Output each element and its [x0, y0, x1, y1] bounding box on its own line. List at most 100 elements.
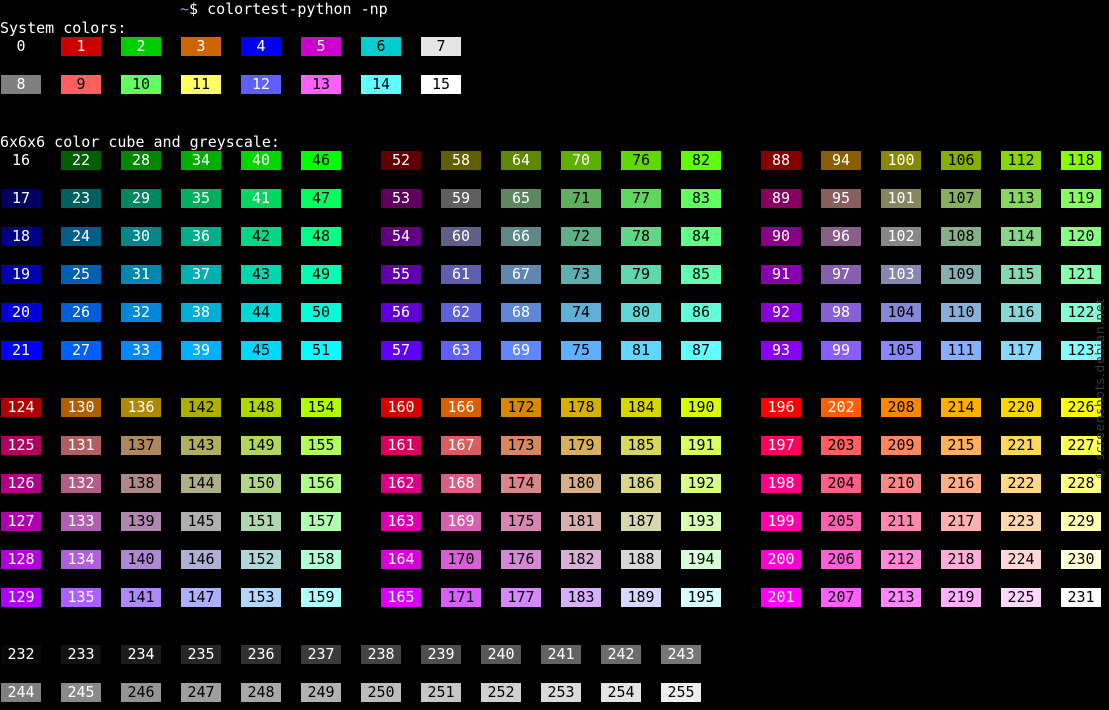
color-swatch-115: 115	[1001, 265, 1041, 284]
color-swatch-217: 217	[941, 512, 981, 531]
color-swatch-67: 67	[501, 265, 541, 284]
color-swatch-242: 242	[601, 645, 641, 664]
color-swatch-235: 235	[181, 645, 221, 664]
color-swatch-168: 168	[441, 474, 481, 493]
color-swatch-196: 196	[761, 398, 801, 417]
color-swatch-176: 176	[501, 550, 541, 569]
color-swatch-219: 219	[941, 588, 981, 607]
color-swatch-152: 152	[241, 550, 281, 569]
color-swatch-118: 118	[1061, 151, 1101, 170]
color-swatch-8: 8	[1, 75, 41, 94]
color-swatch-18: 18	[1, 227, 41, 246]
color-swatch-225: 225	[1001, 588, 1041, 607]
color-swatch-177: 177	[501, 588, 541, 607]
color-swatch-112: 112	[1001, 151, 1041, 170]
color-swatch-20: 20	[1, 303, 41, 322]
color-swatch-9: 9	[61, 75, 101, 94]
prompt-symbol: $	[189, 0, 199, 18]
color-swatch-92: 92	[761, 303, 801, 322]
color-swatch-197: 197	[761, 436, 801, 455]
color-swatch-174: 174	[501, 474, 541, 493]
color-swatch-47: 47	[301, 189, 341, 208]
color-swatch-62: 62	[441, 303, 481, 322]
color-swatch-145: 145	[181, 512, 221, 531]
color-swatch-10: 10	[121, 75, 161, 94]
color-swatch-165: 165	[381, 588, 421, 607]
color-swatch-37: 37	[181, 265, 221, 284]
color-swatch-172: 172	[501, 398, 541, 417]
color-swatch-133: 133	[61, 512, 101, 531]
color-swatch-130: 130	[61, 398, 101, 417]
color-swatch-178: 178	[561, 398, 601, 417]
color-swatch-199: 199	[761, 512, 801, 531]
color-swatch-157: 157	[301, 512, 341, 531]
color-swatch-248: 248	[241, 683, 281, 702]
color-swatch-16: 16	[1, 151, 41, 170]
color-swatch-22: 22	[61, 151, 101, 170]
color-swatch-226: 226	[1061, 398, 1101, 417]
color-swatch-148: 148	[241, 398, 281, 417]
color-swatch-201: 201	[761, 588, 801, 607]
color-swatch-170: 170	[441, 550, 481, 569]
color-swatch-191: 191	[681, 436, 721, 455]
color-swatch-216: 216	[941, 474, 981, 493]
color-swatch-24: 24	[61, 227, 101, 246]
color-swatch-77: 77	[621, 189, 661, 208]
color-swatch-129: 129	[1, 588, 41, 607]
color-swatch-212: 212	[881, 550, 921, 569]
color-swatch-72: 72	[561, 227, 601, 246]
color-swatch-68: 68	[501, 303, 541, 322]
prompt-command: colortest-python -np	[207, 0, 388, 18]
color-swatch-100: 100	[881, 151, 921, 170]
color-swatch-57: 57	[381, 341, 421, 360]
color-swatch-128: 128	[1, 550, 41, 569]
color-swatch-33: 33	[121, 341, 161, 360]
color-swatch-49: 49	[301, 265, 341, 284]
color-swatch-119: 119	[1061, 189, 1101, 208]
color-swatch-52: 52	[381, 151, 421, 170]
color-swatch-108: 108	[941, 227, 981, 246]
color-swatch-240: 240	[481, 645, 521, 664]
color-swatch-142: 142	[181, 398, 221, 417]
color-swatch-167: 167	[441, 436, 481, 455]
color-swatch-83: 83	[681, 189, 721, 208]
color-swatch-252: 252	[481, 683, 521, 702]
color-swatch-4: 4	[241, 37, 281, 56]
color-swatch-251: 251	[421, 683, 461, 702]
color-swatch-114: 114	[1001, 227, 1041, 246]
color-swatch-51: 51	[301, 341, 341, 360]
color-swatch-88: 88	[761, 151, 801, 170]
color-swatch-150: 150	[241, 474, 281, 493]
color-swatch-11: 11	[181, 75, 221, 94]
color-swatch-102: 102	[881, 227, 921, 246]
color-swatch-96: 96	[821, 227, 861, 246]
color-swatch-58: 58	[441, 151, 481, 170]
color-swatch-70: 70	[561, 151, 601, 170]
color-swatch-48: 48	[301, 227, 341, 246]
color-swatch-61: 61	[441, 265, 481, 284]
color-swatch-75: 75	[561, 341, 601, 360]
color-swatch-15: 15	[421, 75, 461, 94]
color-swatch-101: 101	[881, 189, 921, 208]
color-swatch-95: 95	[821, 189, 861, 208]
color-swatch-121: 121	[1061, 265, 1101, 284]
color-swatch-214: 214	[941, 398, 981, 417]
color-swatch-31: 31	[121, 265, 161, 284]
color-swatch-21: 21	[1, 341, 41, 360]
color-swatch-209: 209	[881, 436, 921, 455]
color-swatch-179: 179	[561, 436, 601, 455]
color-swatch-239: 239	[421, 645, 461, 664]
color-swatch-190: 190	[681, 398, 721, 417]
color-swatch-210: 210	[881, 474, 921, 493]
color-swatch-188: 188	[621, 550, 661, 569]
color-swatch-233: 233	[61, 645, 101, 664]
color-swatch-244: 244	[1, 683, 41, 702]
color-swatch-99: 99	[821, 341, 861, 360]
color-swatch-14: 14	[361, 75, 401, 94]
color-swatch-161: 161	[381, 436, 421, 455]
color-swatch-192: 192	[681, 474, 721, 493]
color-swatch-231: 231	[1061, 588, 1101, 607]
color-swatch-238: 238	[361, 645, 401, 664]
color-swatch-203: 203	[821, 436, 861, 455]
